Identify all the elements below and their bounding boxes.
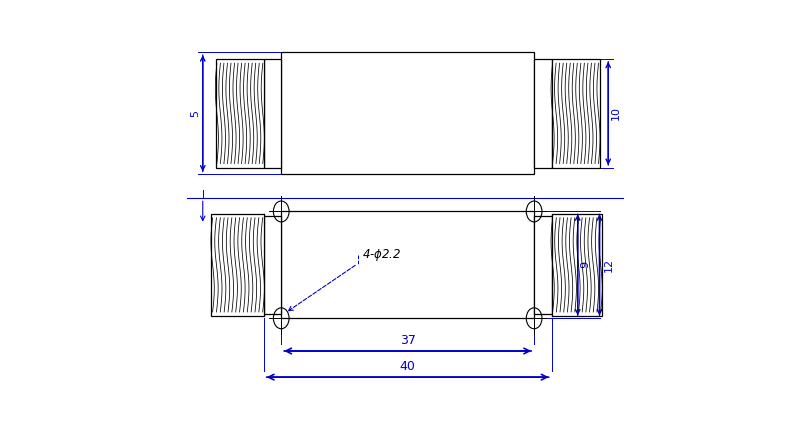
Bar [281,52,534,174]
Text: 5: 5 [190,110,200,117]
Bar [551,214,602,316]
Bar [212,214,264,316]
Bar [551,59,599,168]
Bar [534,59,551,168]
Text: 40: 40 [400,360,415,373]
Text: 12: 12 [604,258,614,272]
Bar [281,211,534,318]
Text: 9: 9 [581,261,590,269]
Text: 10: 10 [611,106,621,120]
Bar [264,216,281,314]
Bar [534,216,551,314]
Text: 37: 37 [400,334,415,347]
Text: 4-$\phi$2.2: 4-$\phi$2.2 [362,247,401,263]
Bar [216,59,264,168]
Bar [264,59,281,168]
